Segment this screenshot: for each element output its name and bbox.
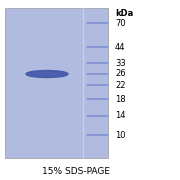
- Text: 22: 22: [115, 80, 125, 89]
- Text: 44: 44: [115, 42, 125, 51]
- Text: 18: 18: [115, 94, 126, 103]
- Ellipse shape: [26, 71, 68, 78]
- Bar: [5, 8, 108, 158]
- Text: 33: 33: [115, 58, 126, 68]
- Text: 10: 10: [115, 130, 125, 140]
- Text: 15% SDS-PAGE: 15% SDS-PAGE: [42, 166, 110, 176]
- Text: kDa: kDa: [115, 10, 133, 19]
- Text: 70: 70: [115, 19, 126, 28]
- Text: 26: 26: [115, 69, 126, 78]
- Text: 14: 14: [115, 111, 125, 120]
